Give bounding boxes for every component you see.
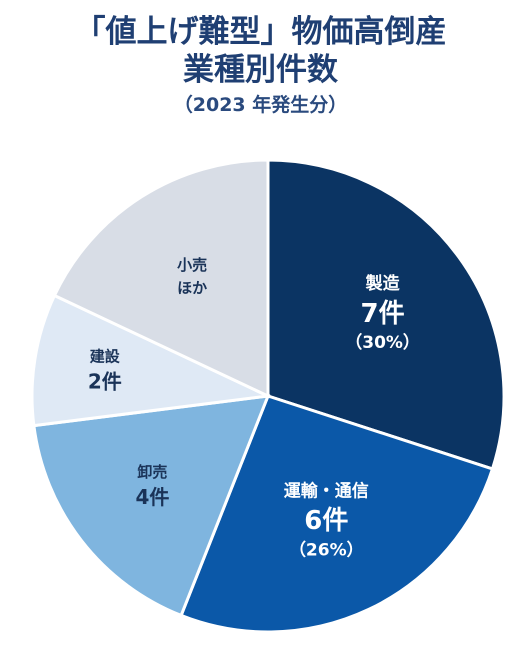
pie-slice [266,158,506,471]
slice-label: 運輸・通信 [284,480,369,501]
slice-count: 2件 [88,370,122,394]
slice-count: 4件 [135,485,169,509]
chart-title: 「値上げ難型」物価高倒産 [74,14,447,50]
slice-label: 建設 [90,347,121,365]
pie-slice [179,394,495,634]
pie-slice [52,158,270,399]
slice-label: 製造 [365,273,401,294]
slice-label: ほか [177,279,207,297]
slice-label: 小売 [177,256,207,274]
slice-percent: （30%） [345,332,420,353]
pie-slice [32,394,271,618]
chart-period: （2023 年発生分） [173,94,348,116]
slice-label: 卸売 [137,463,167,481]
slice-count: 7件 [361,299,405,329]
chart-subtitle: 業種別件数 [183,52,338,88]
slice-percent: （26%） [289,539,364,560]
slice-count: 6件 [304,506,348,536]
pie-slice [30,293,274,428]
